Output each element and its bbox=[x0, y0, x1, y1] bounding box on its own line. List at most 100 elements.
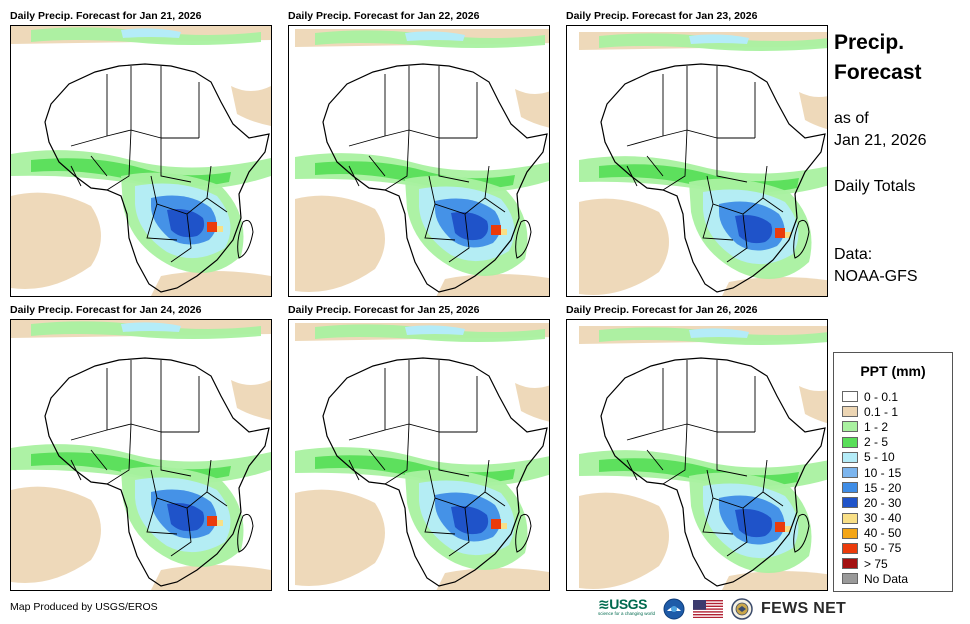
legend-item: > 75 bbox=[842, 556, 908, 571]
precip-area bbox=[451, 506, 489, 535]
legend-swatch bbox=[842, 482, 858, 494]
precip-area bbox=[217, 520, 223, 526]
country-borders bbox=[348, 66, 506, 263]
country-borders bbox=[348, 360, 506, 557]
legend-label: 1 - 2 bbox=[864, 419, 889, 434]
panel-title: Daily Precip. Forecast for Jan 23, 2026 bbox=[566, 10, 758, 22]
legend-item: 5 - 10 bbox=[842, 450, 908, 465]
africa-coastline bbox=[44, 63, 270, 293]
precip-area bbox=[799, 386, 827, 424]
africa-map bbox=[579, 32, 827, 296]
africa-coastline bbox=[322, 63, 548, 293]
legend-swatch bbox=[842, 421, 858, 433]
legend-item: 30 - 40 bbox=[842, 511, 908, 526]
panel-title: Daily Precip. Forecast for Jan 25, 2026 bbox=[288, 304, 480, 316]
us-flag-icon bbox=[693, 600, 724, 618]
precip-area bbox=[167, 503, 205, 532]
country-borders bbox=[70, 66, 228, 263]
precip-area bbox=[405, 31, 465, 41]
panel-title: Daily Precip. Forecast for Jan 24, 2026 bbox=[10, 304, 202, 316]
data-label: Data: bbox=[834, 246, 873, 263]
precip-area bbox=[579, 198, 669, 296]
legend-label: 40 - 50 bbox=[864, 526, 902, 541]
legend-swatch bbox=[842, 512, 858, 524]
legend-item: 20 - 30 bbox=[842, 495, 908, 510]
legend-swatch bbox=[842, 451, 858, 463]
legend-label: > 75 bbox=[864, 556, 888, 571]
legend-swatch bbox=[842, 406, 858, 418]
precip-field bbox=[295, 29, 549, 296]
legend-item: 0 - 0.1 bbox=[842, 389, 908, 404]
madagascar-outline bbox=[515, 513, 532, 553]
as-of-date: Jan 21, 2026 bbox=[834, 132, 927, 149]
legend-label: 15 - 20 bbox=[864, 480, 902, 495]
precip-area bbox=[436, 568, 549, 590]
precip-area bbox=[515, 89, 549, 128]
precip-area bbox=[785, 526, 791, 532]
legend-label: 10 - 15 bbox=[864, 465, 902, 480]
legend-label: 2 - 5 bbox=[864, 435, 889, 450]
africa-coastline bbox=[600, 63, 826, 293]
side-title-line2: Forecast bbox=[834, 61, 922, 84]
forecast-panel-jan-21: Daily Precip. Forecast for Jan 21, 2026 bbox=[10, 10, 272, 300]
side-title: Precip. Forecast bbox=[834, 28, 922, 88]
state-dept-seal-icon bbox=[731, 598, 753, 620]
noaa-logo-icon bbox=[663, 598, 685, 620]
precip-area bbox=[405, 325, 465, 335]
precip-area bbox=[121, 28, 181, 38]
panel-title: Daily Precip. Forecast for Jan 22, 2026 bbox=[288, 10, 480, 22]
legend-label: 5 - 10 bbox=[864, 450, 895, 465]
legend-item: 1 - 2 bbox=[842, 419, 908, 434]
legend-title: PPT (mm) bbox=[860, 363, 926, 379]
precip-area bbox=[722, 571, 827, 590]
legend-swatch bbox=[842, 467, 858, 479]
precip-area bbox=[11, 486, 101, 584]
precip-area bbox=[231, 86, 271, 126]
country-borders bbox=[626, 360, 784, 557]
legend-label: 30 - 40 bbox=[864, 511, 902, 526]
forecast-panel-jan-26: Daily Precip. Forecast for Jan 26, 2026 bbox=[566, 304, 828, 594]
precip-map bbox=[10, 319, 272, 591]
legend-swatch bbox=[842, 391, 858, 403]
precip-area bbox=[207, 222, 217, 232]
legend-swatch bbox=[842, 497, 858, 509]
forecast-panel-jan-24: Daily Precip. Forecast for Jan 24, 2026 bbox=[10, 304, 272, 594]
forecast-panel-jan-23: Daily Precip. Forecast for Jan 23, 2026 bbox=[566, 10, 828, 300]
legend-item: 15 - 20 bbox=[842, 480, 908, 495]
legend-label: 0.1 - 1 bbox=[864, 404, 899, 419]
usgs-tagline: science for a changing world bbox=[598, 611, 656, 616]
precip-area bbox=[295, 489, 385, 587]
usgs-logo: ≋USGS science for a changing world bbox=[598, 596, 656, 619]
precip-area bbox=[231, 380, 271, 420]
country-borders bbox=[70, 360, 228, 557]
africa-map bbox=[11, 26, 271, 296]
legend-label: 0 - 0.1 bbox=[864, 389, 899, 404]
country-borders bbox=[626, 66, 784, 263]
precip-map bbox=[566, 25, 828, 297]
africa-map bbox=[295, 29, 549, 296]
africa-map bbox=[579, 326, 827, 590]
usgs-wordmark: ≋USGS bbox=[598, 596, 647, 612]
precip-field bbox=[579, 326, 827, 590]
legend-label: 20 - 30 bbox=[864, 495, 902, 510]
precip-map bbox=[10, 25, 272, 297]
fews-net-wordmark: FEWS NET bbox=[761, 600, 847, 617]
precip-area bbox=[451, 212, 489, 241]
legend-label: 50 - 75 bbox=[864, 541, 902, 556]
madagascar-outline bbox=[793, 513, 810, 553]
precip-map bbox=[288, 25, 550, 297]
legend-swatch bbox=[842, 527, 858, 539]
africa-coastline bbox=[44, 357, 270, 587]
precip-area bbox=[121, 322, 181, 332]
madagascar-outline bbox=[515, 219, 532, 259]
map-credit: Map Produced by USGS/EROS bbox=[10, 601, 158, 613]
madagascar-outline bbox=[237, 513, 254, 553]
precip-area bbox=[689, 34, 749, 44]
precip-area bbox=[167, 209, 205, 238]
precip-field bbox=[295, 323, 549, 590]
precip-area bbox=[579, 492, 669, 590]
precip-area bbox=[207, 516, 217, 526]
forecast-panel-jan-25: Daily Precip. Forecast for Jan 25, 2026 bbox=[288, 304, 550, 594]
legend-item: No Data bbox=[842, 571, 908, 586]
